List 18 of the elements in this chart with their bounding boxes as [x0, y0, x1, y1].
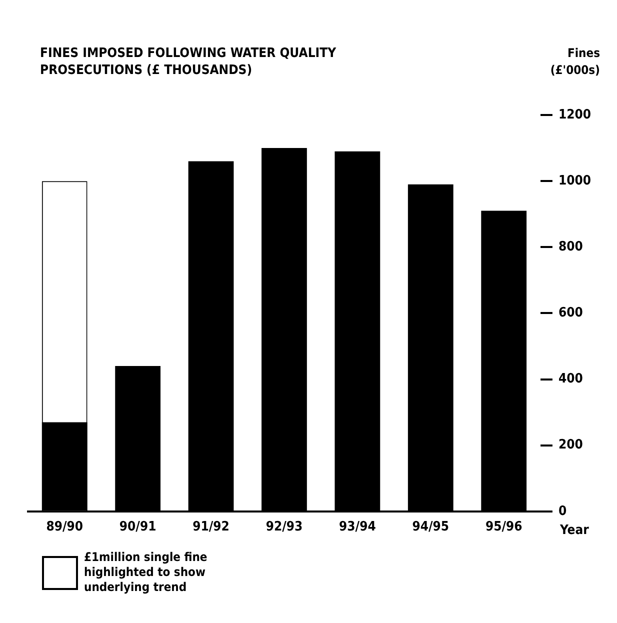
x-tick-label: 93/94 — [339, 520, 376, 535]
y-axis-title: Fines (£'000s) — [549, 45, 600, 79]
y-tick-label: 600 — [558, 306, 583, 321]
x-tick-label: 90/91 — [119, 520, 156, 535]
y-tick-label: 200 — [558, 438, 583, 453]
x-axis-title: Year — [560, 523, 589, 538]
x-tick-label: 94/95 — [412, 520, 450, 535]
y-tick-label: 0 — [558, 504, 567, 519]
x-tick-label: 91/92 — [192, 520, 230, 535]
x-tick-label: 95/96 — [485, 520, 522, 535]
y-tick-label: 1200 — [558, 107, 592, 122]
y-tick-label: 800 — [558, 240, 583, 255]
text: £1million single fine highlighted to show underlying trend — [84, 550, 208, 595]
x-tick-label: 89/90 — [46, 520, 84, 535]
x-tick-label: 92/93 — [266, 520, 303, 535]
chart-title: FINES IMPOSED FOLLOWING WATER QUALITY PROSECUTIONS (£ THOUSANDS) — [40, 45, 338, 79]
y-tick-label: 400 — [558, 372, 583, 387]
y-tick-label: 1000 — [558, 173, 592, 188]
